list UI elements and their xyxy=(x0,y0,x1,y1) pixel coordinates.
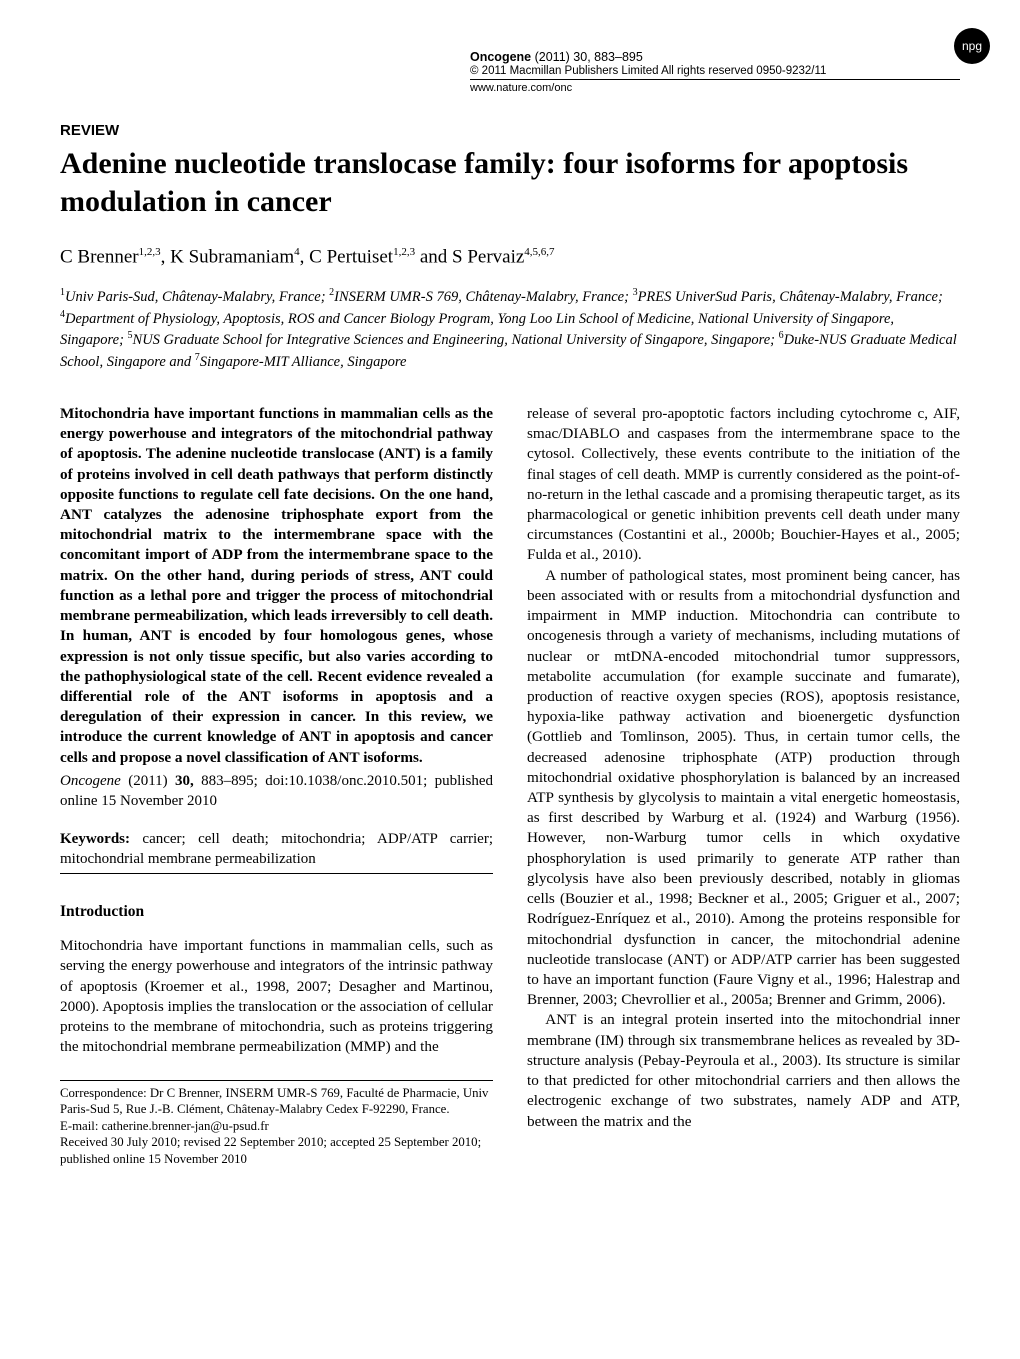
right-p3: ANT is an integral protein inserted into… xyxy=(527,1010,960,1131)
journal-name: Oncogene xyxy=(470,50,531,64)
journal-header: Oncogene (2011) 30, 883–895 © 2011 Macmi… xyxy=(470,50,960,94)
journal-line: Oncogene (2011) 30, 883–895 xyxy=(470,50,960,64)
introduction-heading: Introduction xyxy=(60,902,493,923)
footnote-rule xyxy=(60,1080,493,1081)
author-list: C Brenner1,2,3, K Subramaniam4, C Pertui… xyxy=(60,246,960,268)
correspondence-footnote: Correspondence: Dr C Brenner, INSERM UMR… xyxy=(60,1085,493,1118)
affiliations: 1Univ Paris-Sud, Châtenay-Malabry, Franc… xyxy=(60,286,960,372)
keywords-label: Keywords: xyxy=(60,831,130,847)
dates-footnote: Received 30 July 2010; revised 22 Septem… xyxy=(60,1134,493,1167)
abstract-text: Mitochondria have important functions in… xyxy=(60,404,493,768)
journal-issue: (2011) 30, 883–895 xyxy=(535,50,643,64)
citation-year: (2011) xyxy=(121,773,175,789)
citation-volume: 30, xyxy=(175,773,194,789)
copyright-line: © 2011 Macmillan Publishers Limited All … xyxy=(470,65,960,77)
introduction-p1: Mitochondria have important functions in… xyxy=(60,936,493,1057)
article-type-label: REVIEW xyxy=(60,122,960,139)
right-p2: A number of pathological states, most pr… xyxy=(527,566,960,1011)
email-footnote: E-mail: catherine.brenner-jan@u-psud.fr xyxy=(60,1118,493,1135)
citation-line: Oncogene (2011) 30, 883–895; doi:10.1038… xyxy=(60,772,493,812)
keywords-line: Keywords: cancer; cell death; mitochondr… xyxy=(60,830,493,870)
header-rule xyxy=(470,79,960,80)
website-url: www.nature.com/onc xyxy=(470,82,960,94)
publisher-badge: npg xyxy=(954,28,990,64)
citation-journal: Oncogene xyxy=(60,773,121,789)
right-column: release of several pro-apoptotic factors… xyxy=(527,404,960,1168)
right-p1: release of several pro-apoptotic factors… xyxy=(527,404,960,566)
left-column: Mitochondria have important functions in… xyxy=(60,404,493,1168)
keywords-rule xyxy=(60,873,493,874)
article-title: Adenine nucleotide translocase family: f… xyxy=(60,145,960,220)
two-column-body: Mitochondria have important functions in… xyxy=(60,404,960,1168)
